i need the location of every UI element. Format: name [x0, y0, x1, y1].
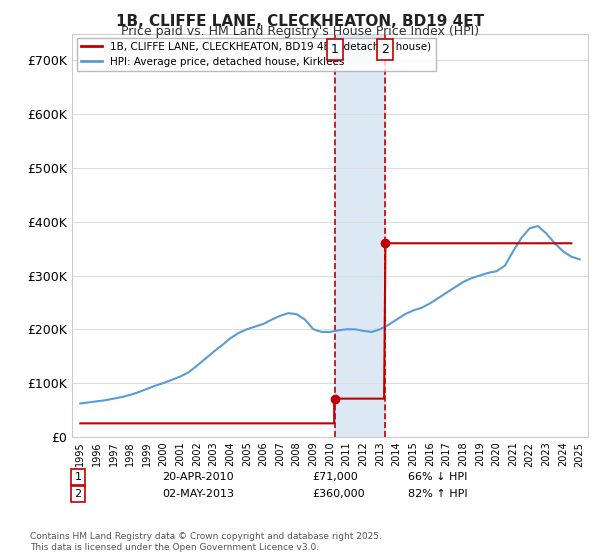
Text: Price paid vs. HM Land Registry's House Price Index (HPI): Price paid vs. HM Land Registry's House …	[121, 25, 479, 38]
Text: 1: 1	[331, 43, 339, 56]
Text: 2: 2	[381, 43, 389, 56]
Text: 82% ↑ HPI: 82% ↑ HPI	[408, 489, 467, 499]
Text: Contains HM Land Registry data © Crown copyright and database right 2025.
This d: Contains HM Land Registry data © Crown c…	[30, 532, 382, 552]
Text: 02-MAY-2013: 02-MAY-2013	[162, 489, 234, 499]
Bar	[335, 34, 385, 437]
Text: 66% ↓ HPI: 66% ↓ HPI	[408, 472, 467, 482]
Text: 20-APR-2010: 20-APR-2010	[162, 472, 233, 482]
Text: 2: 2	[74, 489, 82, 499]
Text: 1: 1	[74, 472, 82, 482]
Legend: 1B, CLIFFE LANE, CLECKHEATON, BD19 4ET (detached house), HPI: Average price, det: 1B, CLIFFE LANE, CLECKHEATON, BD19 4ET (…	[77, 38, 436, 71]
Text: £360,000: £360,000	[312, 489, 365, 499]
Text: 1B, CLIFFE LANE, CLECKHEATON, BD19 4ET: 1B, CLIFFE LANE, CLECKHEATON, BD19 4ET	[116, 14, 484, 29]
Text: £71,000: £71,000	[312, 472, 358, 482]
